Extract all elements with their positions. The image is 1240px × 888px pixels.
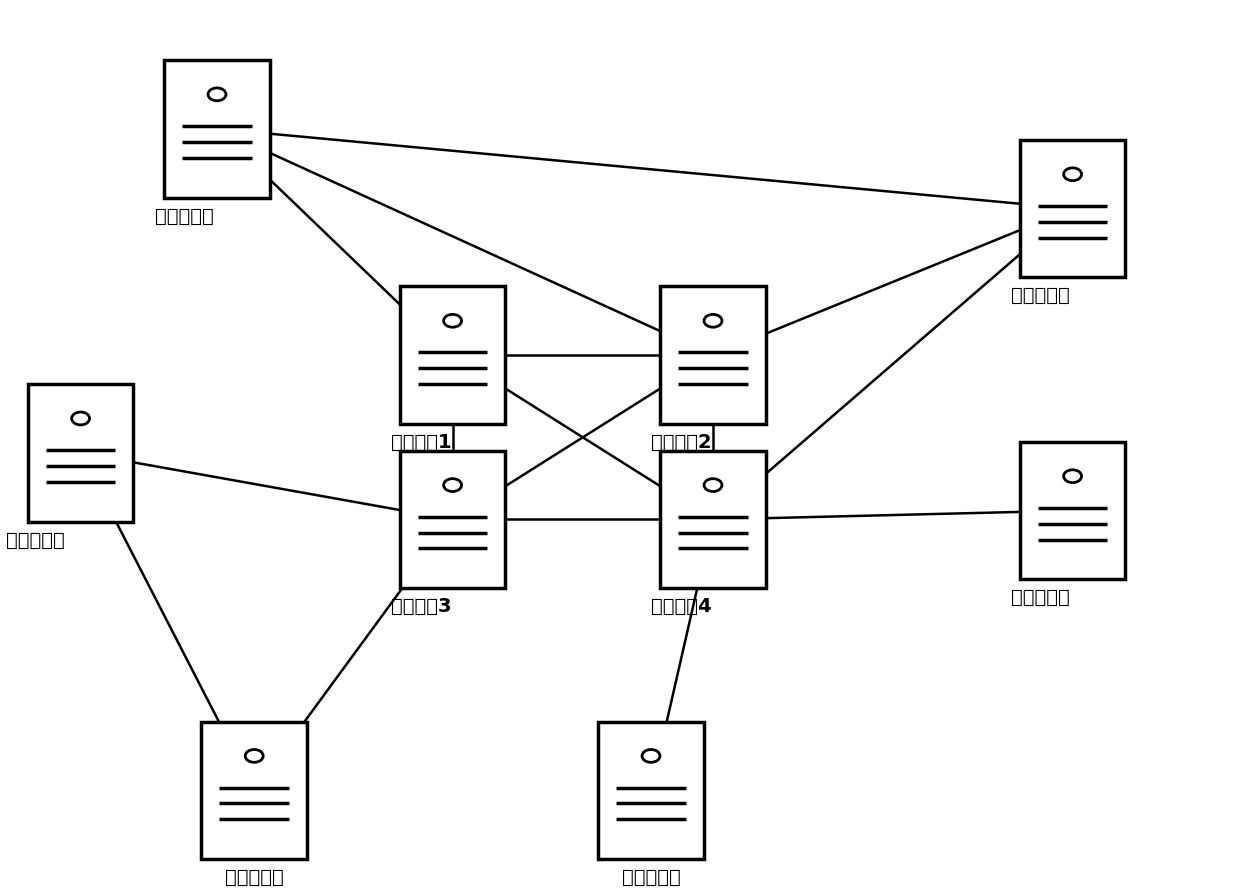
- Text: 非共识节点: 非共识节点: [621, 868, 681, 887]
- Circle shape: [444, 314, 461, 327]
- Text: 非共识节点: 非共识节点: [6, 531, 64, 550]
- Circle shape: [642, 749, 660, 762]
- Text: 共识节点4: 共识节点4: [651, 598, 712, 616]
- FancyBboxPatch shape: [201, 721, 306, 860]
- Circle shape: [1064, 168, 1081, 180]
- Text: 共识节点3: 共识节点3: [391, 598, 451, 616]
- FancyBboxPatch shape: [1019, 140, 1126, 277]
- Text: 共识节点1: 共识节点1: [391, 433, 451, 452]
- Circle shape: [208, 88, 226, 100]
- FancyBboxPatch shape: [599, 721, 704, 860]
- Text: 非共识节点: 非共识节点: [1011, 589, 1069, 607]
- Circle shape: [704, 479, 722, 491]
- FancyBboxPatch shape: [27, 385, 134, 522]
- Text: 非共识节点: 非共识节点: [224, 868, 284, 887]
- Text: 非共识节点: 非共识节点: [155, 207, 213, 226]
- Circle shape: [246, 749, 263, 762]
- Circle shape: [704, 314, 722, 327]
- FancyBboxPatch shape: [660, 286, 765, 424]
- FancyBboxPatch shape: [164, 60, 270, 198]
- FancyBboxPatch shape: [660, 451, 765, 589]
- FancyBboxPatch shape: [399, 451, 506, 589]
- Circle shape: [444, 479, 461, 491]
- Circle shape: [72, 412, 89, 424]
- FancyBboxPatch shape: [399, 286, 506, 424]
- Circle shape: [1064, 470, 1081, 482]
- FancyBboxPatch shape: [1019, 442, 1126, 580]
- Text: 共识节点2: 共识节点2: [651, 433, 712, 452]
- Text: 非共识节点: 非共识节点: [1011, 286, 1069, 305]
